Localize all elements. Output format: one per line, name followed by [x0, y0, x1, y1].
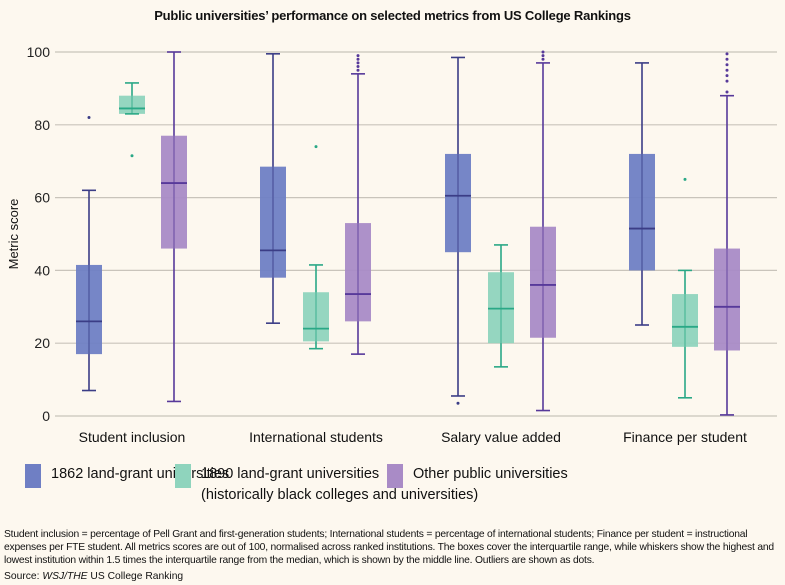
chart-title: Public universities’ performance on sele… [154, 8, 631, 23]
y-tick-label: 40 [34, 262, 50, 278]
y-tick-label: 100 [27, 44, 51, 60]
outlier-dot [356, 57, 360, 61]
outlier-dot [541, 57, 545, 61]
outlier-dot [725, 90, 729, 94]
legend-swatch [175, 464, 191, 488]
x-tick-label: Finance per student [623, 429, 747, 445]
outlier-dot [130, 154, 134, 158]
source-note: Source: WSJ/THE US College Ranking [4, 571, 184, 582]
x-tick-label: Salary value added [441, 429, 561, 445]
outlier-dot [356, 65, 360, 69]
legend-label: 1890 land-grant universities (historicall… [201, 466, 479, 503]
chart-notes: Student inclusion = percentage of Pell G… [4, 529, 774, 566]
y-tick-label: 0 [42, 408, 50, 424]
outlier-dot [725, 57, 729, 61]
y-tick-label: 20 [34, 335, 50, 351]
legend-item-other: Other public universities [387, 464, 568, 488]
outlier-dot [541, 54, 545, 58]
outlier-dot [356, 54, 360, 58]
legend-swatch [387, 464, 403, 488]
legend-item-1890: 1890 land-grant universities (historicall… [175, 464, 478, 506]
x-tick-label: Student inclusion [79, 429, 186, 445]
legend-label: Other public universities [413, 466, 568, 482]
outlier-dot [356, 68, 360, 72]
y-tick-label: 60 [34, 190, 50, 206]
outlier-dot [314, 145, 318, 149]
outlier-dot [541, 50, 545, 54]
outlier-dot [456, 401, 460, 405]
outlier-dot [356, 61, 360, 65]
box-plot: 0 20 40 60 80 100 Metric score Student inclusio… [6, 44, 777, 445]
y-axis-label: Metric score [6, 199, 21, 270]
outlier-dot [725, 52, 729, 56]
outlier-dot [725, 79, 729, 83]
outlier-dot [725, 63, 729, 67]
y-tick-label: 80 [34, 117, 50, 133]
outlier-dot [87, 116, 91, 120]
legend-swatch [25, 464, 41, 488]
outlier-dot [683, 177, 687, 181]
x-tick-label: International students [249, 429, 383, 445]
outlier-dot [725, 68, 729, 72]
outlier-dot [725, 74, 729, 78]
